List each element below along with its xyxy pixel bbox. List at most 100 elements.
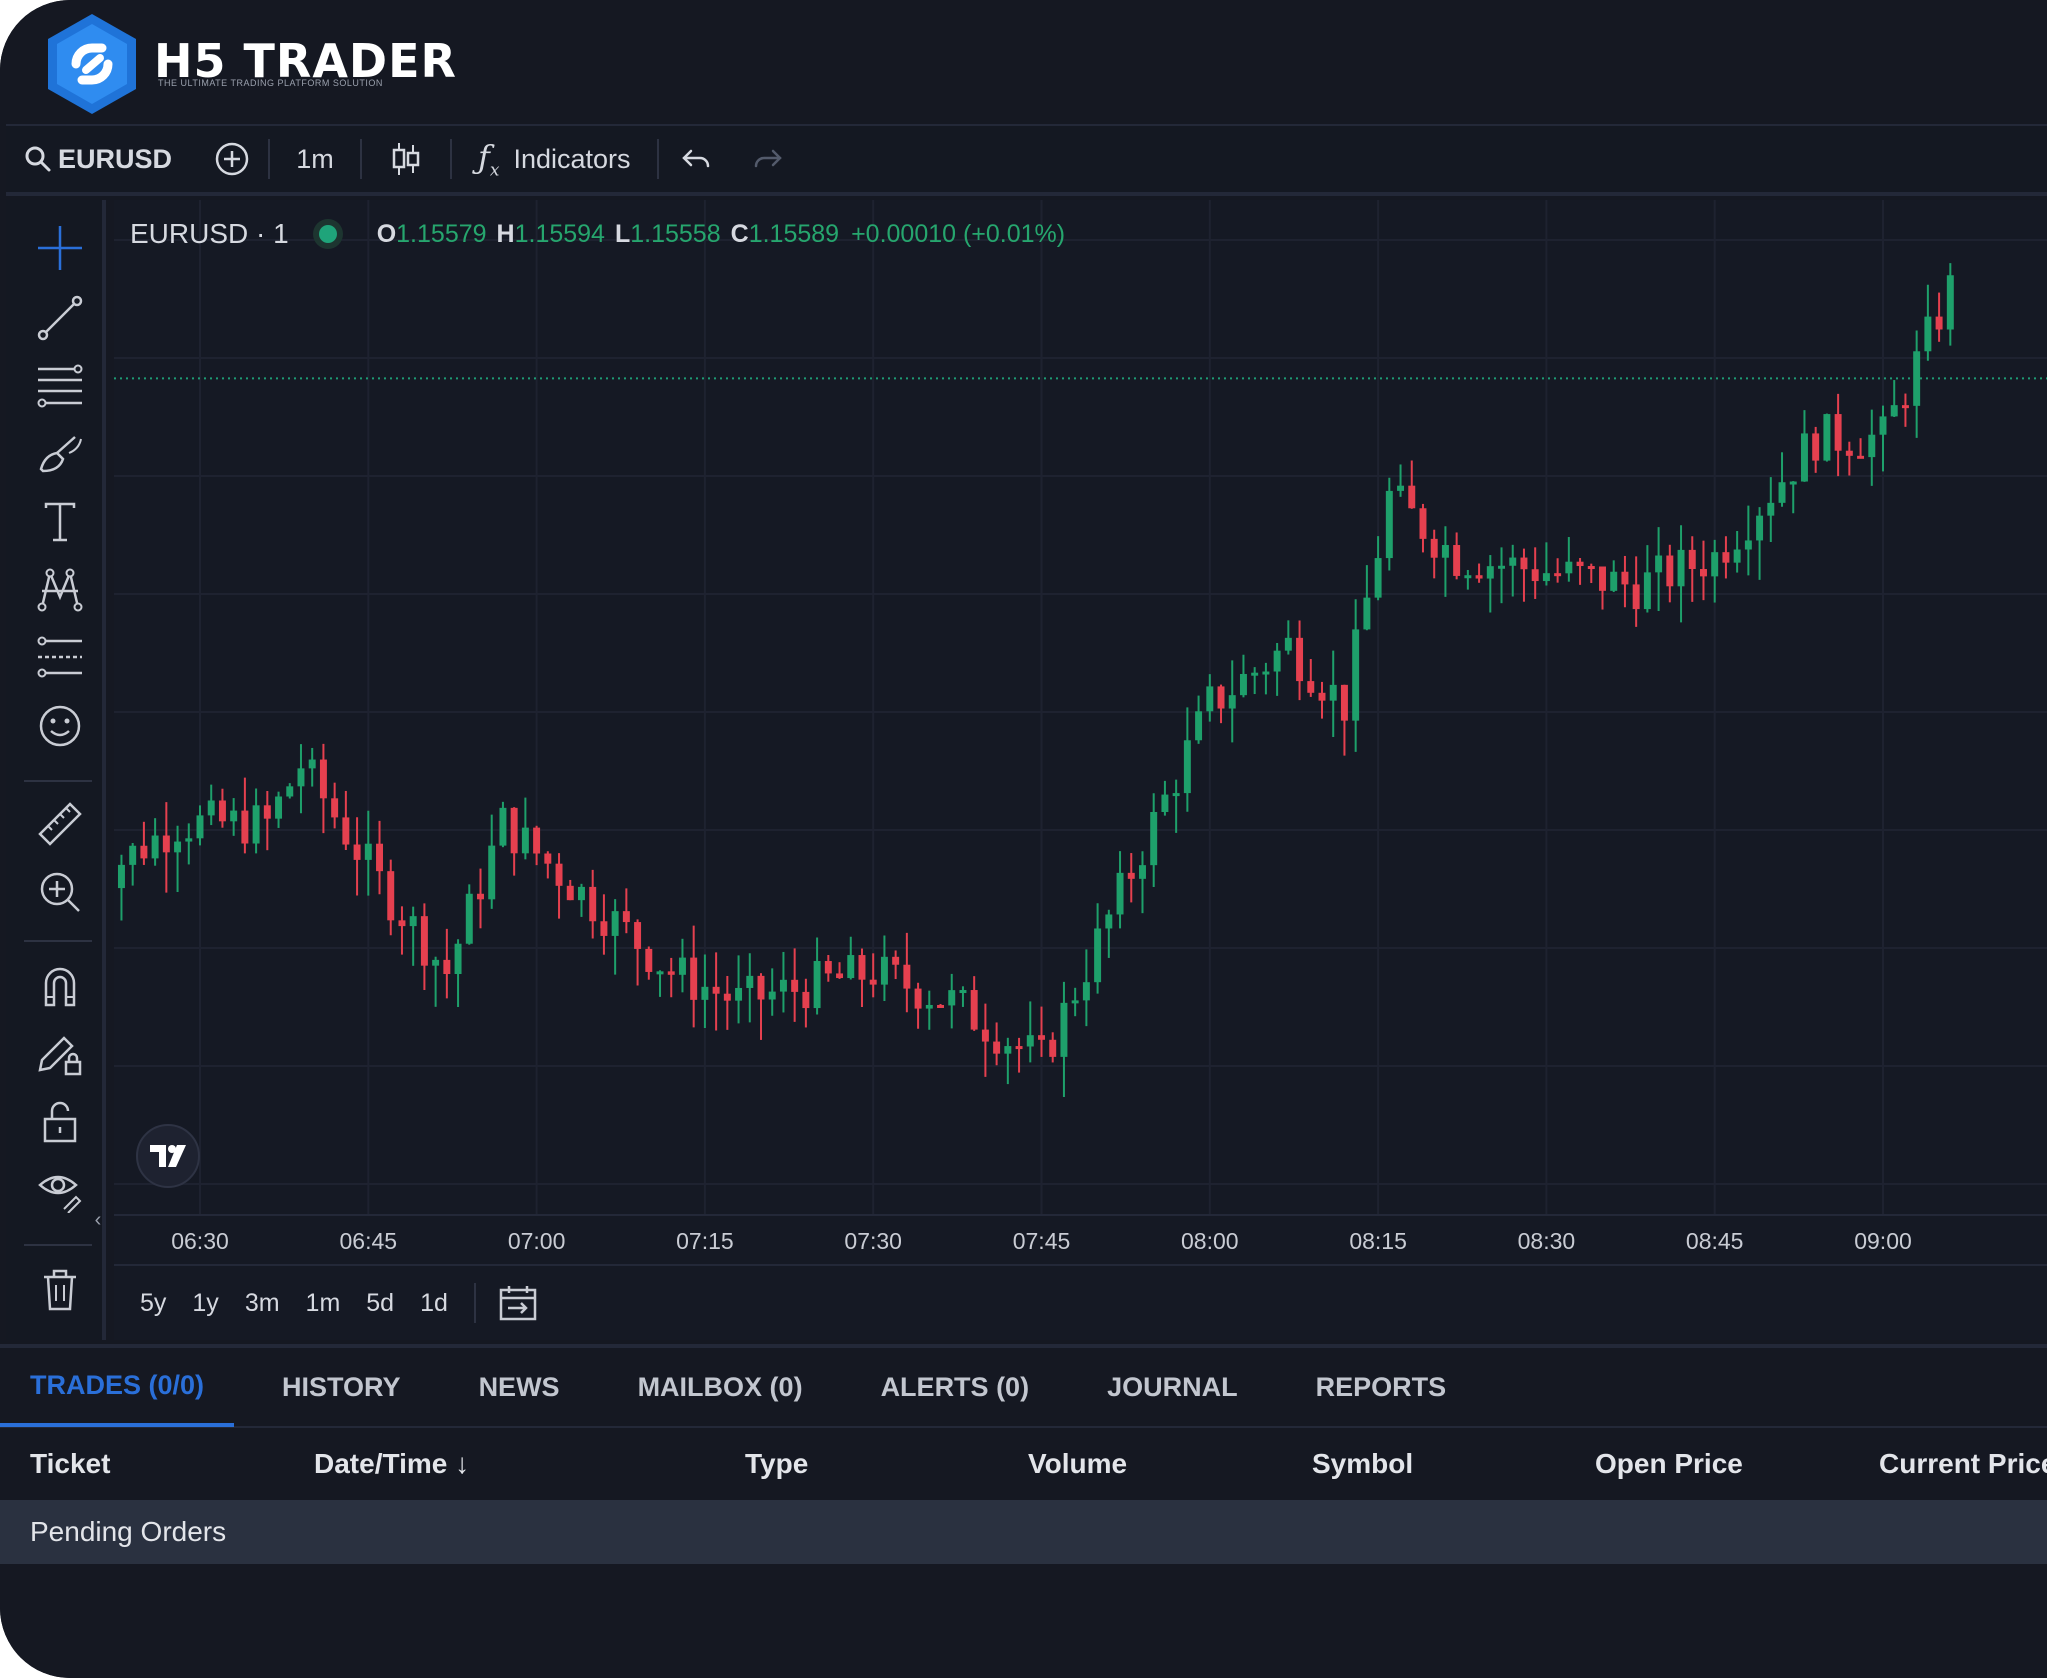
candle-body [1430,538,1438,558]
tab-trades[interactable]: TRADES (0/0) [0,1347,235,1427]
range-selector: 5y 1y 3m 1m 5d 1d [114,1264,2047,1340]
range-1m[interactable]: 1m [305,1288,341,1317]
zoom-in-tool[interactable] [32,864,88,920]
remove-drawings-tool[interactable] [32,1262,88,1318]
ruler-tool[interactable] [32,796,88,852]
candle-body [555,863,563,886]
range-3m[interactable]: 3m [244,1288,280,1317]
magnet-tool[interactable] [32,958,88,1014]
candle-body [981,1029,989,1042]
column-type[interactable]: Type [745,1448,809,1479]
range-1d[interactable]: 1d [420,1288,448,1317]
candle-body [129,845,137,865]
candle-body [1587,566,1595,570]
column-volume[interactable]: Volume [1028,1448,1128,1479]
undo-button[interactable] [659,126,733,192]
candle-body [308,759,316,769]
candle-body [791,979,799,992]
candle-body [1172,793,1180,797]
lock-drawings-tool[interactable] [32,1026,88,1082]
tradingview-logo[interactable] [136,1124,200,1188]
symbol-search[interactable]: EURUSD [6,126,196,192]
candle-body [1060,1002,1068,1057]
tool-divider [24,780,92,782]
candle-body [1139,865,1146,879]
time-axis-label: 07:30 [844,1228,902,1254]
trend-line-tool[interactable] [32,290,88,346]
candle-body [1071,1000,1079,1004]
candles-icon [392,143,420,175]
indicators-button[interactable]: ƒx Indicators [452,126,657,192]
tab-reports[interactable]: REPORTS [1315,1371,1447,1402]
collapse-toolbar-chevron-icon[interactable]: ‹ [94,1208,102,1231]
tab-news[interactable]: NEWS [478,1371,560,1402]
text-tool[interactable] [32,494,88,550]
candle-body [1666,555,1674,587]
candle-body [1419,508,1427,539]
candle-body [1610,571,1618,591]
goto-date-icon[interactable] [498,1284,538,1322]
legend-change: +0.00010 (+0.01%) [851,219,1066,248]
candle-body [858,955,866,980]
column-ticket[interactable]: Ticket [30,1448,111,1479]
visibility-tool[interactable] [32,1162,88,1218]
candle-body [331,798,339,818]
range-5y[interactable]: 5y [140,1288,167,1317]
tab-journal[interactable]: JOURNAL [1107,1371,1238,1402]
brush-tool[interactable] [32,426,88,482]
legend-low-label: L [614,219,631,248]
candle-body [937,1004,944,1008]
brand-name: H5 TRADER [154,34,457,88]
candle-body [1150,812,1158,866]
candle-body [409,916,417,927]
tab-mailbox[interactable]: MAILBOX (0) [637,1371,803,1402]
eye-icon [38,1175,82,1213]
interval-button[interactable]: 1m [296,143,334,174]
crosshair-tool[interactable] [32,220,88,276]
compare-button[interactable] [196,126,268,192]
time-axis-label: 09:00 [1854,1228,1912,1254]
candle-body [1363,597,1371,630]
candle-body [162,835,170,853]
candle-body [678,957,686,975]
candle-body [465,893,473,944]
column-open-price[interactable]: Open Price [1595,1448,1743,1479]
tool-divider [24,1244,92,1246]
candle-body [117,864,125,889]
candle-body [454,943,462,975]
candle-body [690,957,698,1000]
column-symbol[interactable]: Symbol [1312,1448,1414,1479]
column-current-price[interactable]: Current Price [1879,1448,2047,1479]
candle-body [1643,572,1651,610]
candle-body [1868,434,1876,458]
candlestick-plot[interactable] [114,200,2047,1214]
range-5d[interactable]: 5d [366,1288,395,1317]
brush-icon [39,436,82,473]
pending-orders-row[interactable]: Pending Orders [0,1500,2047,1564]
chart-type-button[interactable] [362,126,450,192]
candle-body [1565,561,1573,574]
undo-icon [681,149,709,168]
candle-body [1441,545,1449,558]
redo-button[interactable] [733,126,803,192]
lock-tool[interactable] [32,1094,88,1150]
legend-open-value: 1.15579 [396,219,487,248]
fib-tool[interactable] [32,358,88,414]
pattern-tool[interactable] [32,562,88,618]
tab-history[interactable]: HISTORY [282,1371,401,1402]
emoji-tool[interactable] [32,698,88,754]
candle-body [544,853,552,864]
range-1y[interactable]: 1y [192,1288,219,1317]
time-axis-label: 07:15 [676,1228,734,1254]
candle-body [1542,573,1550,582]
tab-alerts[interactable]: ALERTS (0) [880,1371,1030,1402]
column-datetime[interactable]: Date/Time ↓ [314,1448,469,1480]
prediction-tool[interactable] [32,630,88,686]
candle-body [432,959,440,966]
app-header: H5 TRADER THE ULTIMATE TRADING PLATFORM … [0,0,2047,122]
candle-body [196,815,204,839]
redo-icon [754,149,782,168]
candle-body [1004,1046,1012,1054]
